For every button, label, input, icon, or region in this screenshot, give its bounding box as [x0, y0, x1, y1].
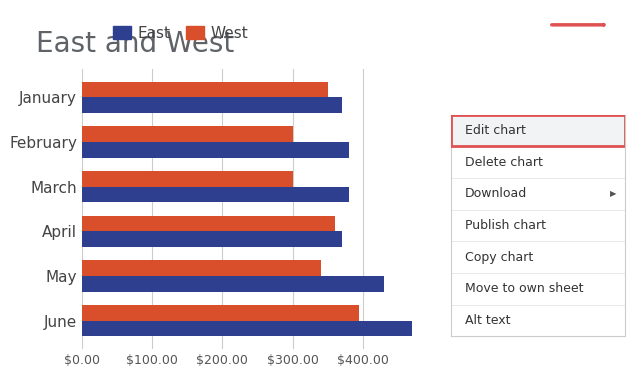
Text: East and West: East and West	[37, 30, 235, 58]
Bar	[82, 231, 342, 247]
Text: Edit chart: Edit chart	[465, 124, 526, 137]
Bar	[82, 81, 327, 97]
Bar	[82, 305, 359, 321]
Bar	[451, 115, 625, 146]
Text: Alt text: Alt text	[465, 314, 510, 327]
Bar	[82, 321, 412, 337]
Bar	[82, 276, 384, 292]
Bar	[82, 142, 349, 157]
Text: Delete chart: Delete chart	[465, 155, 543, 168]
Legend: East, West: East, West	[113, 26, 248, 41]
Text: Move to own sheet: Move to own sheet	[465, 282, 584, 295]
Bar	[451, 115, 625, 146]
Bar	[82, 97, 342, 113]
Bar	[82, 261, 321, 276]
Text: Copy chart: Copy chart	[465, 251, 533, 264]
Bar	[82, 126, 293, 142]
Text: ▶: ▶	[610, 189, 616, 198]
Text: Download: Download	[465, 187, 528, 200]
Bar	[82, 216, 334, 231]
Bar	[82, 171, 293, 186]
Text: Publish chart: Publish chart	[465, 219, 546, 232]
Bar	[82, 186, 349, 202]
